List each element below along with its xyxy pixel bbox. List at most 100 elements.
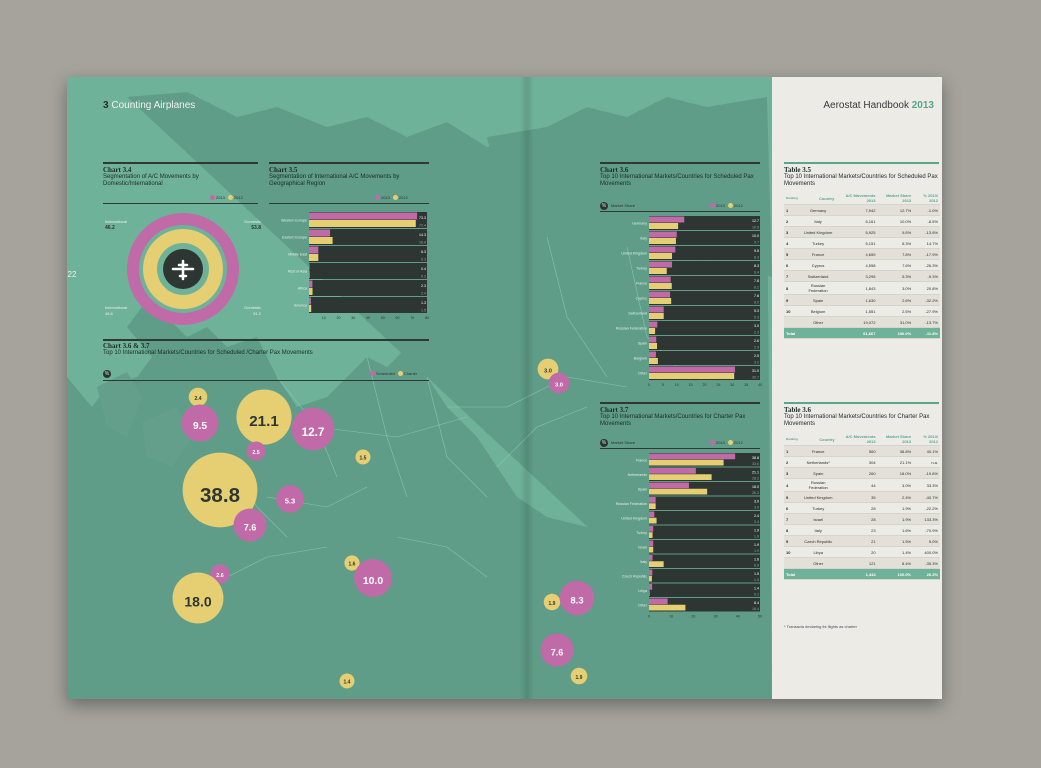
bubble-label: 1.5 — [360, 456, 367, 462]
bar-value-label: 8.4 — [754, 601, 759, 605]
chart34-title: Chart 3.4 Segmentation of A/C Movements b… — [103, 166, 199, 188]
bubble-label: 9.5 — [193, 421, 207, 432]
handbook-header: Aerostat Handbook 2013 — [823, 100, 934, 111]
table-cell: 5.0% — [913, 535, 940, 547]
intl-label-b: International — [105, 305, 127, 310]
chart37-title: Chart 3.7 Top 10 International Markets/Co… — [600, 406, 746, 428]
table-cell: -8.5% — [913, 215, 940, 227]
column-header: % 2013/ 2012 — [913, 433, 940, 446]
table-cell: 400.0% — [913, 546, 940, 558]
table-cell: 4 — [784, 237, 800, 249]
bar-value-label: 7.8 — [754, 279, 759, 283]
table-row: 9 Spain 1,630 2.6% -32.2% — [784, 294, 940, 306]
bar-2012 — [649, 575, 652, 582]
table-cell: -26.3% — [913, 259, 940, 271]
bar-value-label: 1.3 — [421, 301, 426, 305]
table-cell: 35 — [836, 491, 878, 503]
bar-value-label: 30.7 — [752, 376, 759, 380]
table-row: 8 Russian Federation 1,843 3.0% 20.8% — [784, 281, 940, 295]
bar-2012 — [649, 223, 679, 229]
bubble-charter — [537, 358, 559, 380]
tick-label: 60 — [396, 316, 400, 320]
tick-label: 0 — [648, 615, 650, 619]
table-row: 10 Belgium 1,551 2.5% -27.9% — [784, 305, 940, 317]
bar-2012 — [309, 271, 310, 278]
bar-2012 — [309, 305, 312, 312]
chart36-bars: 12.7 10.5 Germany 10.0 9.7 Italy 9.5 8.3 United … — [616, 216, 762, 387]
bar-value-label: 28.2 — [752, 477, 759, 481]
table-cell: 10.0% — [877, 215, 914, 227]
table-cell: 7 — [784, 270, 800, 282]
table-cell: Germany — [799, 204, 837, 216]
table-row: 7 Switzerland 3,295 5.3% -9.3% — [784, 270, 940, 282]
table-cell: 1.9% — [877, 513, 914, 525]
category-label: Italy — [640, 237, 647, 241]
column-header: Country — [799, 433, 837, 446]
table-cell: 28 — [836, 502, 878, 514]
table-cell: -11.8% — [913, 327, 940, 339]
table-row: 7 Israel 28 1.9% 133.3% — [784, 513, 940, 525]
category-label: Czech Republic — [622, 574, 647, 578]
table-row: 5 United Kingdom 35 2.4% -40.7% — [784, 491, 940, 503]
table-cell: 5 — [784, 491, 800, 503]
bar-value-label: 2.4 — [754, 514, 759, 518]
chart35-legend-rule — [269, 203, 429, 204]
tick-label: 15 — [689, 383, 693, 387]
bar-2013 — [649, 569, 653, 576]
table-cell: 1,843 — [836, 281, 878, 295]
table-cell: 100.0% — [877, 568, 914, 580]
tables-column — [772, 77, 942, 699]
table-cell: 6,161 — [836, 215, 878, 227]
table36: Ranking Country A/C Movements 2013 Market S… — [784, 433, 940, 580]
category-label: Switzerland — [628, 312, 647, 316]
intl-value-b: 48.8 — [105, 311, 114, 316]
intl-label: International — [105, 219, 127, 224]
bubble-label: 21.1 — [249, 413, 278, 430]
bar-value-label: 8.3 — [754, 256, 759, 260]
bar-track — [649, 246, 760, 260]
bar-value-label: 5.3 — [754, 309, 759, 313]
chart36-legend: 2013 2012 — [707, 203, 743, 209]
table-cell: 44 — [836, 478, 878, 492]
table-cell: 260 — [836, 467, 878, 479]
table-row: 1 Germany 7,942 12.7% -1.0% — [784, 204, 940, 216]
table-cell: 10 — [784, 305, 800, 317]
tick-label: 5 — [662, 383, 664, 387]
table-cell: 100.0% — [877, 327, 914, 339]
bubble-label: 10.0 — [363, 576, 383, 587]
tick-label: 10 — [675, 383, 679, 387]
bar-track — [309, 263, 427, 279]
table-row: Other 121 8.4% -35.3% — [784, 557, 940, 569]
bar-value-label: 16.4 — [752, 607, 759, 611]
bar-track — [309, 229, 427, 245]
category-label: Turkey — [636, 267, 647, 271]
table-cell: 20 — [836, 546, 878, 558]
bar-2013 — [649, 306, 664, 313]
table-cell: -17.9% — [913, 248, 940, 260]
bar-2013 — [649, 540, 654, 547]
category-label: Russian Federation — [616, 327, 647, 331]
bar-track — [649, 583, 760, 597]
bar-2012 — [649, 298, 672, 304]
bar-2012 — [649, 604, 686, 611]
bubble-charter — [344, 555, 360, 571]
bubble-label: 2.5 — [252, 450, 259, 456]
bubble-label: 1.9 — [576, 675, 583, 681]
bubble-charter — [355, 449, 371, 465]
tick-label: 70 — [410, 316, 414, 320]
bar-value-label: 73.3 — [419, 216, 426, 220]
bar-2013 — [649, 351, 656, 358]
bar-value-label: 26.2 — [752, 491, 759, 495]
bar-2012 — [649, 474, 712, 480]
table-row: 3 Spain 260 18.0% -19.8% — [784, 467, 940, 479]
table-cell: Total — [784, 327, 800, 339]
table-row: 1 France 560 38.8% 40.1% — [784, 445, 940, 457]
tick-label: 20 — [703, 383, 707, 387]
bar-track — [649, 554, 760, 568]
bar-track — [309, 280, 427, 296]
table-cell: 14.7% — [913, 237, 940, 249]
category-label: United Kingdom — [621, 252, 647, 256]
bar-2013 — [649, 321, 658, 328]
table-cell: 5,151 — [836, 237, 878, 249]
bubble-label: 18.0 — [184, 593, 211, 609]
